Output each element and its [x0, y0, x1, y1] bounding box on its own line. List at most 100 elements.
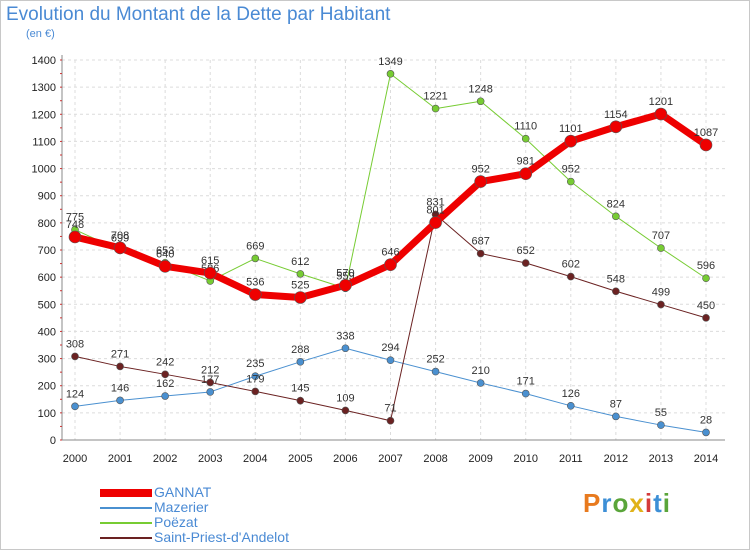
data-point	[521, 259, 530, 267]
data-label: 109	[336, 392, 354, 404]
data-point	[612, 412, 620, 421]
data-point	[612, 287, 620, 296]
data-label: 171	[517, 376, 535, 388]
data-point	[429, 216, 442, 229]
chart-unit-label: (en €)	[26, 28, 55, 40]
data-point	[654, 107, 668, 121]
data-label: 824	[607, 198, 625, 210]
x-tick-label: 2002	[153, 453, 177, 465]
data-label: 271	[111, 348, 129, 360]
x-tick-label: 2010	[513, 453, 537, 465]
data-label: 548	[607, 273, 625, 285]
legend-label: GANNAT	[154, 484, 212, 500]
data-label: 210	[471, 365, 489, 377]
data-point	[161, 370, 169, 379]
data-point	[521, 389, 530, 398]
data-label: 71	[384, 403, 396, 415]
data-point	[386, 416, 395, 425]
data-point	[612, 212, 620, 221]
data-point	[519, 167, 533, 181]
y-tick-label: 0	[50, 435, 56, 447]
data-point	[476, 97, 485, 106]
data-point	[702, 274, 710, 283]
data-point	[702, 314, 710, 322]
x-tick-label: 2008	[423, 453, 447, 465]
data-label: 775	[66, 212, 84, 224]
data-point	[474, 175, 487, 188]
x-tick-label: 2009	[468, 453, 492, 465]
data-point	[296, 396, 305, 405]
y-tick-label: 1300	[32, 82, 56, 94]
y-tick-label: 1100	[32, 136, 56, 148]
data-label: 1221	[423, 91, 447, 103]
data-point	[566, 401, 575, 410]
data-label: 1154	[604, 109, 628, 121]
data-label: 55	[655, 407, 667, 419]
data-point	[566, 177, 575, 186]
axes: 0 100 200 300 400 500 600 700 800 900 1000 1100 1200…	[32, 55, 725, 465]
y-tick-label: 1400	[32, 55, 56, 67]
legend-label: Mazerier	[154, 499, 209, 515]
x-tick-label: 2007	[378, 453, 402, 465]
legend-label: Poëzat	[154, 514, 198, 530]
y-tick-label: 800	[38, 218, 56, 230]
line-chart: 0 100 200 300 400 500 600 700 800 900 1000 1100 1200…	[32, 55, 725, 465]
data-label: 652	[517, 245, 535, 257]
data-point	[341, 406, 350, 415]
data-label: 242	[156, 356, 174, 368]
data-point	[251, 254, 260, 263]
data-label: 748	[66, 219, 84, 231]
data-label: 602	[562, 259, 580, 271]
data-label: 525	[291, 280, 309, 292]
y-tick-label: 600	[38, 272, 56, 284]
data-point	[116, 396, 124, 405]
data-label: 707	[652, 230, 670, 242]
data-label: 801	[426, 205, 444, 217]
data-label: 831	[426, 196, 444, 208]
brand-letter: i	[644, 488, 654, 518]
data-label: 87	[610, 398, 622, 410]
data-point	[657, 421, 665, 429]
data-point	[564, 134, 578, 148]
y-tick-label: 300	[38, 354, 56, 366]
series-po-zat: 7756996535866696125591349122112481110952…	[66, 56, 715, 293]
x-tick-label: 2014	[694, 453, 718, 465]
data-point	[203, 266, 217, 280]
chart-title: Evolution du Montant de la Dette par Hab…	[6, 4, 391, 25]
brand-letter: i	[662, 488, 671, 518]
data-point	[68, 230, 82, 244]
data-point	[657, 244, 665, 252]
data-label: 146	[111, 382, 129, 394]
data-label: 981	[517, 156, 535, 168]
data-point	[521, 134, 530, 143]
data-point	[296, 358, 305, 366]
data-point	[476, 379, 485, 387]
data-label: 1201	[649, 96, 673, 108]
data-label: 669	[246, 240, 264, 252]
data-point	[113, 241, 127, 255]
y-tick-label: 500	[38, 299, 56, 311]
data-label: 1110	[514, 121, 537, 133]
data-point	[386, 70, 395, 78]
data-label: 615	[201, 255, 219, 267]
data-label: 708	[111, 230, 129, 242]
data-point	[386, 356, 395, 365]
data-point	[158, 259, 172, 273]
data-point	[251, 372, 260, 381]
data-point	[341, 344, 350, 353]
data-point	[296, 270, 305, 278]
data-point	[609, 120, 623, 134]
data-point	[206, 378, 215, 387]
y-tick-label: 1000	[32, 164, 56, 176]
data-label: 124	[66, 388, 84, 400]
data-point	[699, 138, 713, 152]
data-label: 294	[381, 342, 399, 354]
data-point	[384, 258, 397, 271]
brand-letter: P	[583, 488, 602, 518]
x-tick-label: 2001	[108, 453, 132, 465]
y-tick-label: 700	[38, 245, 56, 257]
y-tick-label: 400	[38, 326, 56, 338]
y-tick-label: 900	[38, 191, 56, 203]
data-point	[657, 300, 665, 309]
data-point	[702, 428, 710, 437]
